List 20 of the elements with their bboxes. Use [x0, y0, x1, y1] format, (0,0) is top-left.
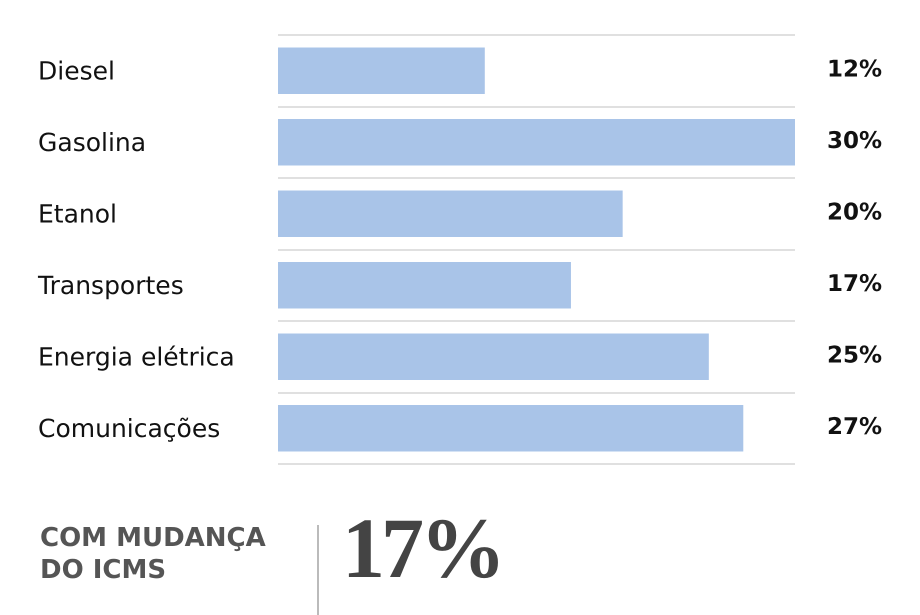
bar	[278, 190, 623, 237]
text: 17%	[342, 499, 502, 598]
text: COM MUDANÇA DO ICMS	[40, 522, 266, 586]
data-label: 20%	[826, 199, 882, 226]
y-tick-label: Energia elétrica	[38, 342, 235, 372]
bar	[278, 262, 571, 308]
data-label: 30%	[826, 128, 882, 154]
data-label: 12%	[826, 56, 882, 82]
data-label: 27%	[826, 414, 882, 440]
y-tick-label: Transportes	[37, 270, 184, 300]
y-tick-label: Gasolina	[38, 128, 146, 157]
y-tick-label: Etanol	[38, 199, 118, 228]
bar	[278, 48, 485, 94]
data-label: 17%	[826, 270, 882, 297]
bar	[278, 334, 709, 380]
y-tick-label: Diesel	[38, 56, 115, 86]
bar	[278, 405, 744, 452]
data-label: 25%	[826, 342, 882, 368]
y-tick-label: Comunicações	[38, 414, 220, 443]
bar	[278, 119, 795, 166]
